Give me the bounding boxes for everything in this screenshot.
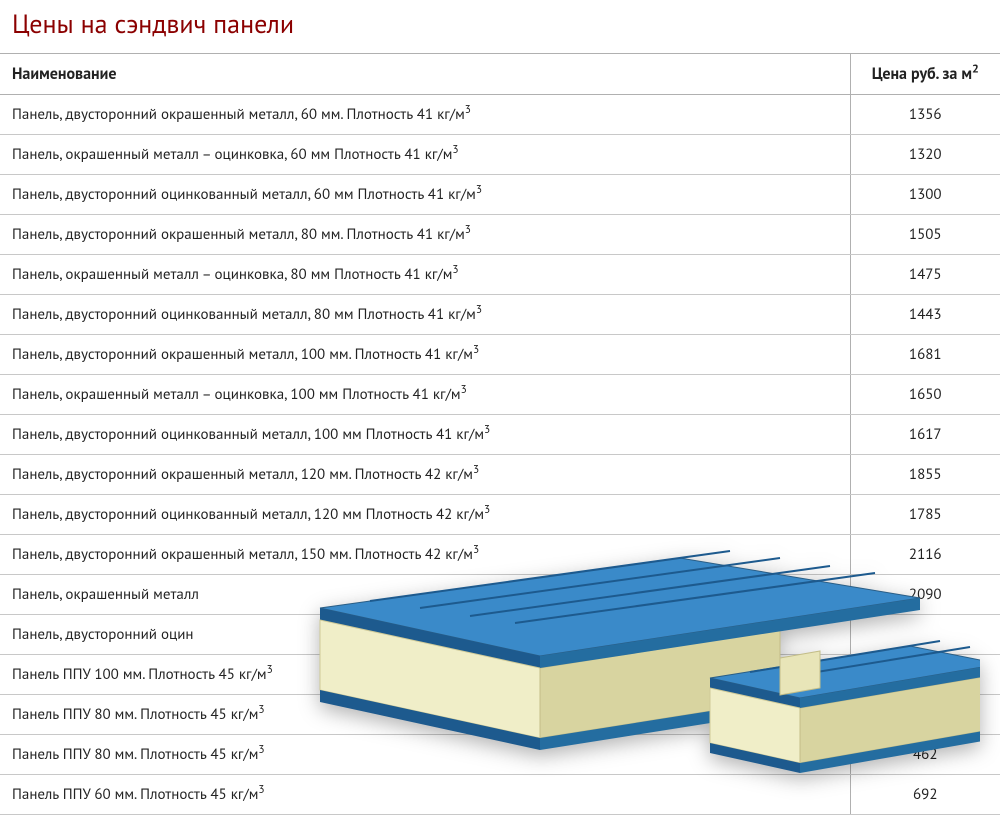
cell-name: Панель, окрашенный металл – оцинковка, 1…: [0, 375, 850, 415]
cell-name: Панель, двусторонний оцинкованный металл…: [0, 175, 850, 215]
table-row: Панель, окрашенный металл – оцинковка, 1…: [0, 375, 1000, 415]
table-row: Панель, окрашенный металл – оцинковка, 8…: [0, 255, 1000, 295]
cell-name: Панель, двусторонний окрашенный металл, …: [0, 535, 850, 575]
table-row: Панель, двусторонний окрашенный металл, …: [0, 335, 1000, 375]
cell-price: 1650: [850, 375, 1000, 415]
cell-name: Панель, окрашенный металл: [0, 575, 850, 615]
cell-price: 1475: [850, 255, 1000, 295]
cell-name: Панель, двусторонний окрашенный металл, …: [0, 215, 850, 255]
cell-name: Панель ППУ 80 мм. Плотность 45 кг/м3: [0, 735, 850, 775]
cell-price: 1300: [850, 175, 1000, 215]
cell-name: Панель, двусторонний окрашенный металл, …: [0, 455, 850, 495]
cell-price: 1443: [850, 295, 1000, 335]
cell-name: Панель, двусторонний оцинкованный металл…: [0, 495, 850, 535]
cell-price: 2116: [850, 535, 1000, 575]
table-row: Панель, двусторонний оцинкованный металл…: [0, 495, 1000, 535]
cell-price: 2090: [850, 575, 1000, 615]
cell-price: [850, 695, 1000, 735]
cell-name: Панель, двусторонний оцин: [0, 615, 850, 655]
table-row: Панель, двусторонний окрашенный металл, …: [0, 95, 1000, 135]
cell-name: Панель ППУ 80 мм. Плотность 45 кг/м3: [0, 695, 850, 735]
table-row: Панель, двусторонний окрашенный металл, …: [0, 455, 1000, 495]
cell-price: [850, 655, 1000, 695]
table-row: Панель, двусторонний оцинкованный металл…: [0, 295, 1000, 335]
page-title: Цены на сэндвич панели: [0, 0, 1000, 54]
table-row: Панель ППУ 80 мм. Плотность 45 кг/м3462: [0, 735, 1000, 775]
cell-price: 462: [850, 735, 1000, 775]
table-row: Панель ППУ 80 мм. Плотность 45 кг/м3: [0, 695, 1000, 735]
cell-name: Панель ППУ 60 мм. Плотность 45 кг/м3: [0, 775, 850, 815]
cell-name: Панель, двусторонний оцинкованный металл…: [0, 415, 850, 455]
cell-name: Панель, окрашенный металл – оцинковка, 6…: [0, 135, 850, 175]
cell-name: Панель, двусторонний окрашенный металл, …: [0, 335, 850, 375]
cell-price: 1356: [850, 95, 1000, 135]
col-header-name: Наименование: [0, 54, 850, 95]
table-row: Панель, двусторонний оцин: [0, 615, 1000, 655]
cell-price: 1617: [850, 415, 1000, 455]
table-row: Панель ППУ 60 мм. Плотность 45 кг/м3692: [0, 775, 1000, 815]
price-table: Наименование Цена руб. за м2 Панель, дву…: [0, 54, 1000, 815]
table-row: Панель, окрашенный металл – оцинковка, 6…: [0, 135, 1000, 175]
cell-name: Панель, двусторонний окрашенный металл, …: [0, 95, 850, 135]
table-row: Панель, двусторонний оцинкованный металл…: [0, 175, 1000, 215]
cell-price: [850, 615, 1000, 655]
col-header-price: Цена руб. за м2: [850, 54, 1000, 95]
table-row: Панель, двусторонний окрашенный металл, …: [0, 215, 1000, 255]
table-row: Панель, двусторонний окрашенный металл, …: [0, 535, 1000, 575]
cell-price: 1785: [850, 495, 1000, 535]
cell-price: 1681: [850, 335, 1000, 375]
cell-price: 1855: [850, 455, 1000, 495]
table-row: Панель ППУ 100 мм. Плотность 45 кг/м3: [0, 655, 1000, 695]
cell-name: Панель, окрашенный металл – оцинковка, 8…: [0, 255, 850, 295]
cell-name: Панель ППУ 100 мм. Плотность 45 кг/м3: [0, 655, 850, 695]
cell-name: Панель, двусторонний оцинкованный металл…: [0, 295, 850, 335]
cell-price: 1505: [850, 215, 1000, 255]
cell-price: 692: [850, 775, 1000, 815]
cell-price: 1320: [850, 135, 1000, 175]
table-row: Панель, окрашенный металл2090: [0, 575, 1000, 615]
table-row: Панель, двусторонний оцинкованный металл…: [0, 415, 1000, 455]
